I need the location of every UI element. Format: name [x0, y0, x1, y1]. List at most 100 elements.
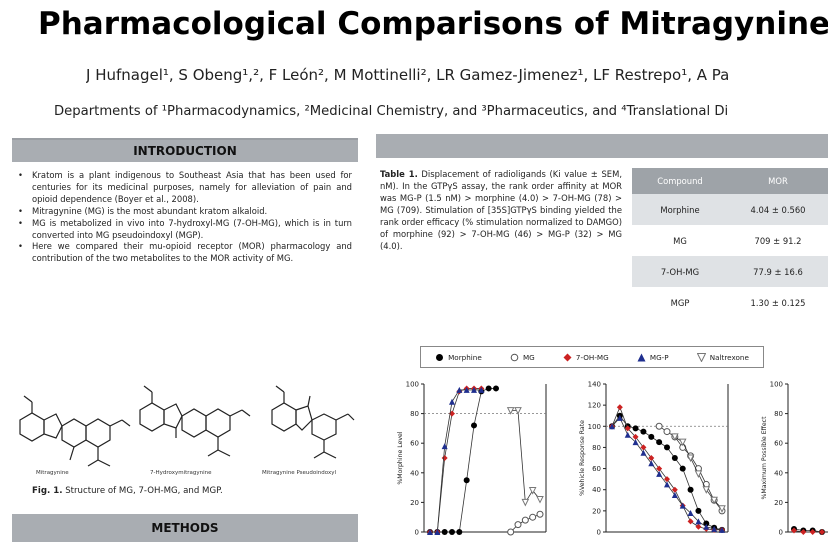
data-point: [800, 529, 807, 535]
poster-title: Pharmacological Comparisons of Mitragyni…: [38, 6, 828, 42]
mitragynine-structure: [19, 395, 131, 467]
filled-circle-icon: [436, 353, 444, 361]
legend-item-naltrexone: Naltrexone: [696, 352, 749, 362]
y-axis-label: %Maximum Possible Effect: [761, 416, 768, 500]
data-point: [471, 386, 477, 393]
y-tick-label: 120: [588, 402, 601, 410]
filled-triangle-icon: [637, 353, 646, 361]
data-point: [687, 509, 694, 516]
structure-label-mgp: Mitragynine Pseudoindoxyl: [262, 470, 336, 476]
data-point: [506, 407, 515, 415]
data-point: [521, 498, 530, 507]
author-list: J Hufnagel¹, S Obeng¹,², F León², M Mott…: [86, 66, 730, 84]
figure-1-caption: Fig. 1. Structure of MG, 7-OH-MG, and MG…: [32, 486, 352, 496]
legend-label: 7-OH-MG: [575, 352, 609, 362]
filled-diamond-icon: [563, 353, 572, 361]
y-tick-label: 100: [406, 381, 419, 389]
data-point: [671, 492, 678, 498]
series-line: [793, 528, 823, 533]
data-point: [441, 455, 448, 461]
data-point: [678, 438, 687, 447]
y-tick-label: 60: [774, 440, 783, 448]
y-tick-label: 80: [774, 410, 783, 418]
table-row: MGP 1.30 ± 0.125: [632, 287, 828, 318]
ki-cell: 4.04 ± 0.560: [728, 194, 828, 225]
data-point: [463, 386, 470, 393]
table-1-label: Table 1.: [380, 169, 418, 179]
series-line: [430, 388, 496, 533]
y-tick-label: 140: [588, 381, 601, 389]
ki-cell: 1.30 ± 0.125: [728, 287, 828, 318]
data-point: [695, 518, 702, 525]
legend-label: MG-P: [649, 352, 669, 362]
data-point: [687, 518, 694, 525]
data-point: [449, 529, 455, 535]
chemical-structures-figure: Mitragynine 7-Hydroxymitragynine Mitragy…: [19, 385, 355, 476]
column-header-mor: MOR: [728, 168, 828, 194]
data-point: [718, 505, 726, 513]
data-point: [656, 465, 663, 472]
data-point: [686, 454, 695, 463]
data-point: [507, 528, 515, 536]
legend-label: Morphine: [448, 352, 482, 362]
data-point: [434, 529, 441, 535]
figure-1-text: Structure of MG, 7-OH-MG, and MGP.: [62, 486, 223, 496]
compound-cell: 7-OH-MG: [632, 256, 728, 287]
data-point: [703, 520, 710, 527]
data-point: [664, 444, 670, 451]
data-point: [710, 496, 718, 505]
table-1-text: Displacement of radioligands (Ki value ±…: [380, 169, 622, 251]
legend-label: MG: [522, 352, 535, 362]
data-point: [441, 529, 448, 535]
data-point: [663, 428, 671, 436]
data-point: [694, 470, 703, 478]
legend-item-mg-p: MG-P: [637, 353, 669, 362]
data-point: [493, 385, 499, 392]
data-point: [664, 476, 670, 483]
data-point: [819, 529, 825, 535]
table-row: MG 709 ± 91.2: [632, 225, 828, 256]
structure-label-7-oh-mg: 7-Hydroxymitragynine: [150, 470, 212, 476]
y-tick-label: 0: [597, 529, 601, 537]
data-point: [485, 385, 492, 392]
methods-heading: METHODS: [12, 514, 358, 542]
data-point: [521, 516, 529, 524]
data-point: [695, 507, 702, 514]
data-point: [624, 425, 631, 432]
structure-label-mg: Mitragynine: [36, 470, 69, 476]
y-axis-label: %Morphine Level: [397, 431, 404, 484]
column-header-compound: Compound: [632, 168, 728, 194]
mgp-structure: [271, 385, 355, 459]
data-point: [624, 431, 631, 438]
data-point: [609, 423, 615, 430]
legend-item-mg: MG: [510, 353, 535, 362]
data-point: [703, 523, 710, 530]
bullet-item: MG is metabolized in vivo into 7-hydroxy…: [18, 218, 352, 242]
data-point: [671, 433, 679, 441]
data-point: [463, 477, 470, 484]
introduction-heading: INTRODUCTION: [12, 138, 358, 162]
data-point: [632, 439, 639, 446]
table-1-description: Table 1. Displacement of radioligands (K…: [380, 168, 622, 252]
y-tick-label: 20: [410, 499, 419, 507]
y-tick-label: 60: [410, 440, 419, 448]
data-point: [632, 433, 639, 440]
binding-affinity-table: Compound MOR Morphine 4.04 ± 0.560 MG 709 …: [632, 168, 828, 318]
chart-legend: Morphine MG 7-OH-MG MG-P Naltrexone: [420, 346, 764, 368]
introduction-bullets: Kratom is a plant indigenous to Southeas…: [18, 170, 352, 265]
data-point: [632, 425, 639, 432]
y-tick-label: 100: [770, 381, 783, 389]
open-triangle-icon: [696, 352, 706, 362]
data-point: [656, 439, 663, 446]
data-point: [655, 422, 663, 430]
y-axis-label: %Vehicle Response Rate: [579, 420, 586, 496]
data-point: [640, 444, 647, 451]
open-circle-icon: [510, 353, 519, 361]
bullet-item: Mitragynine (MG) is the most abundant kr…: [18, 206, 352, 218]
data-point: [648, 460, 655, 467]
bullet-item: Here we compared their mu-opioid recepto…: [18, 241, 352, 265]
data-point: [695, 523, 702, 530]
7-oh-mg-structure: [139, 385, 251, 457]
y-tick-label: 40: [592, 486, 601, 494]
data-point: [456, 529, 463, 535]
